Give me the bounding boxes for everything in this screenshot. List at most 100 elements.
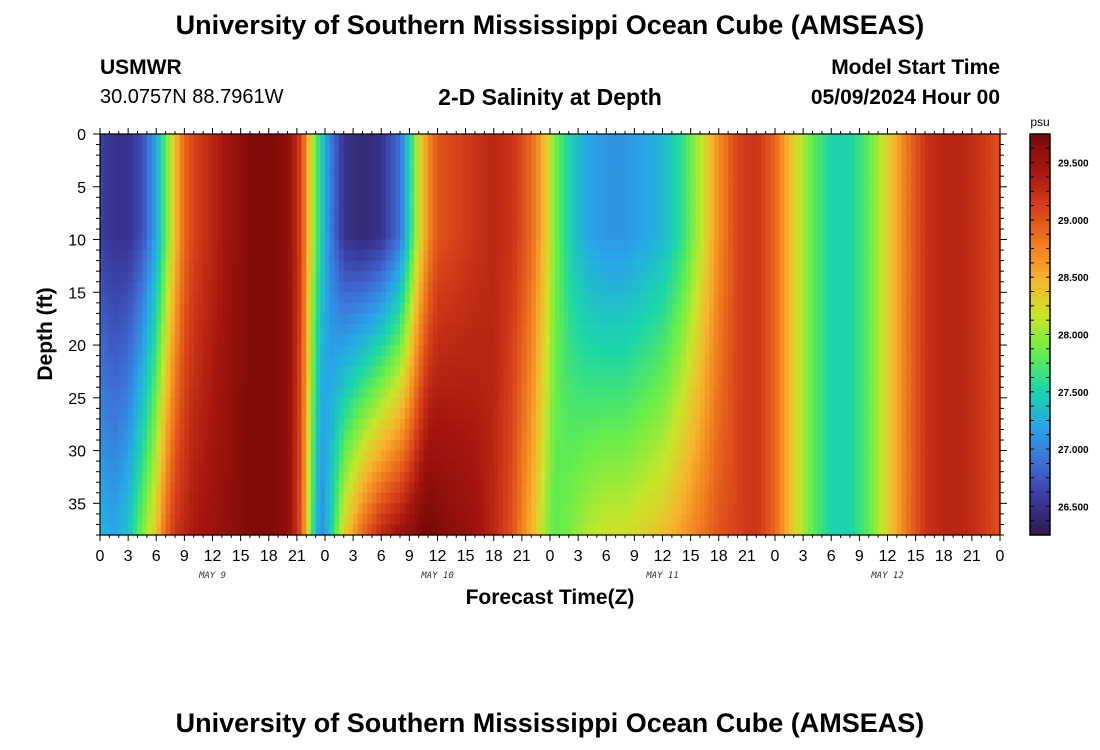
heatmap-cell — [615, 176, 621, 188]
heatmap-cell — [137, 323, 143, 336]
heatmap-cell — [925, 186, 931, 198]
heatmap-cell — [320, 197, 326, 209]
heatmap-cell — [845, 228, 851, 241]
heatmap-cell — [348, 197, 354, 209]
heatmap-cell — [385, 355, 392, 367]
heatmap-cell — [371, 228, 378, 241]
heatmap-cell — [517, 366, 523, 378]
heatmap-cell — [948, 292, 954, 304]
heatmap-cell — [948, 302, 954, 314]
heatmap-cell — [207, 228, 214, 241]
heatmap-cell — [250, 250, 256, 262]
heatmap-cell — [535, 134, 542, 146]
heatmap-cell — [610, 218, 617, 230]
heatmap-cell — [882, 250, 889, 262]
heatmap-cell — [882, 134, 889, 146]
heatmap-cell — [250, 387, 256, 399]
heatmap-cell — [334, 397, 340, 409]
heatmap-cell — [535, 218, 542, 230]
heatmap-cell — [489, 239, 495, 251]
heatmap-cell — [578, 334, 584, 346]
heatmap-cell — [568, 281, 575, 293]
heatmap-cell — [184, 207, 190, 220]
heatmap-cell — [343, 186, 350, 198]
heatmap-cell — [100, 134, 106, 146]
heatmap-cell — [559, 197, 565, 209]
heatmap-cell — [470, 366, 476, 378]
heatmap-cell — [559, 228, 565, 241]
heatmap-cell — [212, 281, 218, 293]
heatmap-cell — [437, 134, 443, 146]
heatmap-cell — [559, 186, 565, 198]
heatmap-cell — [728, 355, 734, 367]
heatmap-cell — [615, 197, 621, 209]
heatmap-cell — [723, 302, 729, 314]
heatmap-cell — [310, 366, 317, 378]
heatmap-cell — [746, 387, 753, 399]
heatmap-cell — [653, 281, 659, 293]
heatmap-cell — [339, 260, 345, 272]
heatmap-cell — [104, 165, 110, 177]
heatmap-cell — [521, 197, 528, 209]
heatmap-cell — [123, 228, 129, 241]
heatmap-cell — [264, 334, 270, 346]
heatmap-cell — [643, 239, 650, 251]
heatmap-cell — [231, 334, 237, 346]
heatmap-cell — [498, 165, 504, 177]
heatmap-cell — [282, 345, 289, 357]
heatmap-cell — [667, 218, 673, 230]
heatmap-cell — [404, 334, 410, 346]
heatmap-cell — [432, 313, 439, 325]
heatmap-cell — [718, 207, 725, 220]
heatmap-cell — [582, 302, 589, 314]
heatmap-cell — [498, 134, 504, 146]
heatmap-cell — [784, 313, 790, 325]
heatmap-cell — [381, 366, 387, 378]
heatmap-cell — [306, 165, 312, 177]
heatmap-cell — [887, 313, 893, 325]
heatmap-cell — [962, 292, 968, 304]
heatmap-cell — [198, 376, 204, 388]
heatmap-cell — [601, 292, 607, 304]
heatmap-cell — [221, 228, 228, 241]
heatmap-cell — [864, 387, 870, 399]
heatmap-cell — [990, 376, 996, 388]
heatmap-cell — [268, 218, 275, 230]
heatmap-cell — [184, 292, 190, 304]
heatmap-cell — [592, 197, 598, 209]
heatmap-cell — [803, 355, 809, 367]
heatmap-cell — [915, 134, 921, 146]
heatmap-cell — [207, 134, 214, 146]
heatmap-cell — [540, 355, 546, 367]
heatmap-cell — [878, 387, 884, 399]
heatmap-cell — [132, 271, 139, 283]
heatmap-cell — [882, 155, 889, 167]
heatmap-cell — [554, 366, 560, 378]
heatmap-cell — [315, 345, 321, 357]
heatmap-cell — [929, 155, 935, 167]
heatmap-cell — [170, 302, 176, 314]
heatmap-cell — [184, 239, 190, 251]
heatmap-cell — [610, 176, 617, 188]
heatmap-cell — [428, 376, 434, 388]
heatmap-cell — [756, 197, 762, 209]
heatmap-cell — [226, 376, 232, 388]
heatmap-cell — [564, 218, 570, 230]
heatmap-cell — [460, 260, 467, 272]
heatmap-cell — [132, 239, 139, 251]
heatmap-cell — [737, 366, 743, 378]
heatmap-cell — [826, 218, 832, 230]
heatmap-cell — [587, 313, 593, 325]
heatmap-cell — [770, 376, 776, 388]
heatmap-cell — [493, 176, 500, 188]
heatmap-cell — [784, 155, 790, 167]
heatmap-cell — [789, 313, 795, 325]
heatmap-cell — [554, 313, 560, 325]
heatmap-cell — [507, 292, 514, 304]
heatmap-cell — [409, 366, 415, 378]
heatmap-cell — [212, 176, 218, 188]
heatmap-cell — [395, 281, 401, 293]
heatmap-cell — [873, 323, 879, 336]
heatmap-cell — [339, 155, 345, 167]
heatmap-cell — [460, 355, 467, 367]
